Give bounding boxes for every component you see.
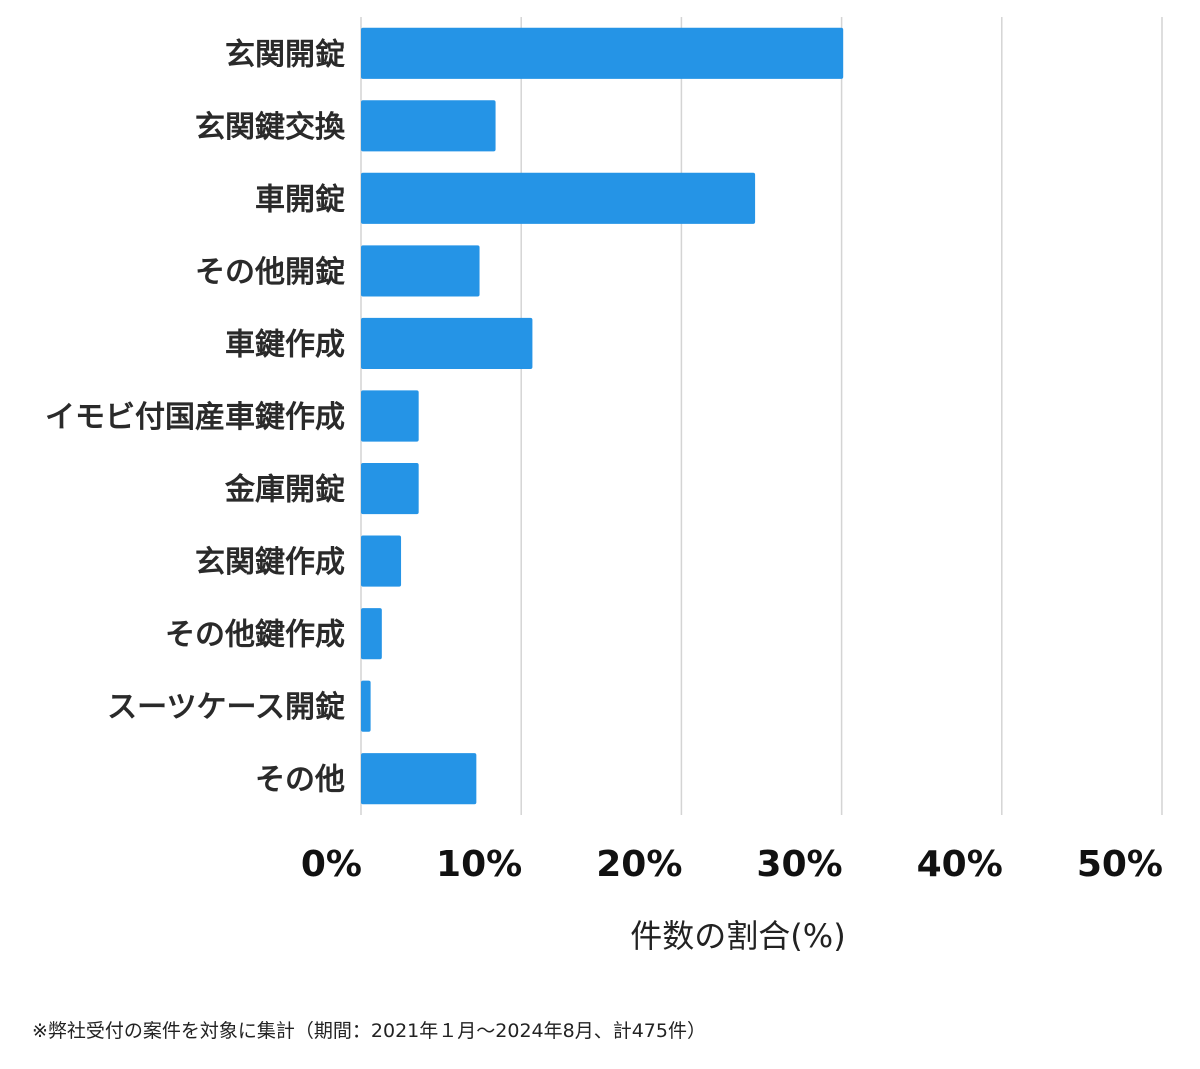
bar: [361, 172, 756, 224]
x-axis-title: 件数の割合(%): [630, 917, 845, 955]
category-label: スーツケース開錠: [107, 690, 345, 725]
category-label: 玄関鍵作成: [195, 545, 345, 580]
bar: [361, 608, 382, 660]
bar: [361, 680, 371, 732]
bar: [361, 245, 480, 297]
category-label: 車鍵作成: [225, 327, 345, 362]
category-labels: 玄関開錠玄関鍵交換車開錠その他開錠車鍵作成イモビ付国産車鍵作成金庫開錠玄関鍵作成…: [45, 37, 346, 797]
x-tick-label: 40%: [917, 844, 1003, 885]
bar: [361, 535, 402, 587]
bar: [361, 27, 844, 79]
x-tick-label: 20%: [596, 844, 682, 885]
footnote: ※弊社受付の案件を対象に集計（期間：2021年１月〜2024年8月、計475件）: [32, 1020, 706, 1042]
bar: [361, 317, 533, 370]
category-label: その他鍵作成: [165, 618, 345, 653]
x-tick-label: 10%: [436, 844, 522, 885]
bar: [361, 753, 477, 805]
category-label: その他開錠: [195, 255, 345, 290]
gridlines: [360, 17, 1163, 815]
category-label: 金庫開錠: [224, 473, 345, 508]
category-label: 車開錠: [255, 182, 345, 217]
bar: [361, 100, 496, 152]
x-tick-label: 50%: [1077, 844, 1163, 885]
category-label: その他: [255, 763, 345, 798]
bar: [361, 462, 419, 515]
x-tick-labels: 0% 10% 20% 30% 40% 50%: [301, 844, 1163, 885]
category-label: 玄関鍵交換: [195, 110, 346, 145]
x-tick-label: 0%: [301, 844, 362, 885]
bars: [361, 27, 844, 805]
bar: [361, 390, 419, 442]
category-label: 玄関開錠: [225, 37, 345, 72]
category-label: イモビ付国産車鍵作成: [45, 400, 345, 435]
x-tick-label: 30%: [756, 844, 842, 885]
